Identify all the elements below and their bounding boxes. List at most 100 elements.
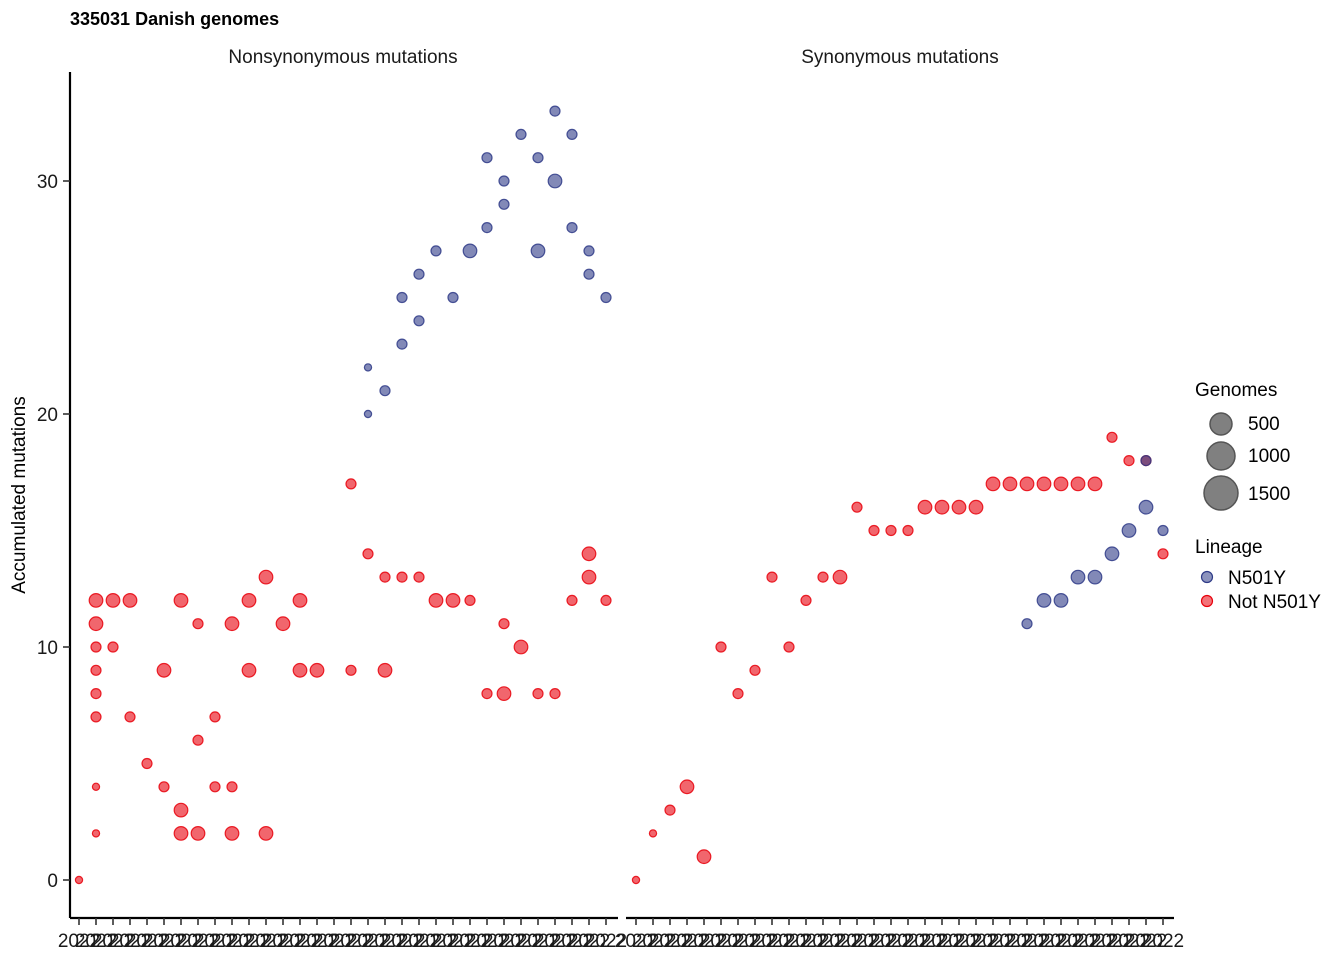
point-red-0-9 [90, 687, 102, 700]
legend-size-1500 [1203, 475, 1239, 511]
point-red-1-19 [951, 499, 967, 515]
point-blue-0-7 [430, 245, 442, 257]
point-blue-1-8 [1140, 455, 1152, 467]
point-blue-1-3 [1070, 569, 1086, 585]
point-blue-1-7 [1138, 499, 1154, 515]
point-red-0-28 [241, 593, 257, 608]
x-tick-label-1-19: 2022 [938, 931, 980, 952]
point-red-0-26 [224, 616, 240, 632]
point-red-0-47 [498, 618, 510, 630]
point-red-1-18 [934, 499, 950, 515]
point-blue-0-4 [396, 291, 408, 304]
y-axis: 0 10 20 30 [37, 172, 70, 892]
legend-size-500 [1209, 412, 1233, 436]
point-red-0-14 [158, 781, 170, 793]
point-red-0-13 [141, 757, 153, 770]
point-blue-0-12 [498, 198, 510, 210]
x-tick-label-1-21: 2022 [972, 931, 1014, 952]
point-red-1-14 [868, 524, 880, 537]
point-blue-0-8 [447, 291, 459, 304]
point-red-0-24 [224, 826, 240, 841]
point-red-0-35 [345, 664, 357, 676]
point-red-0-23 [209, 711, 221, 723]
point-red-0-45 [481, 687, 493, 700]
point-red-0-38 [377, 662, 393, 678]
point-blue-0-20 [566, 222, 578, 234]
x-tick-label-1-29: 2022 [1108, 931, 1150, 952]
x-tick-label-0-3: 2022 [109, 931, 151, 952]
panel-synonymous [631, 431, 1169, 885]
x-tick-label-0-12: 2022 [262, 931, 304, 952]
x-tick-label-1-27: 2022 [1074, 931, 1116, 952]
x-tick-label-1-18: 2022 [921, 931, 963, 952]
point-red-1-5 [715, 641, 727, 653]
point-red-0-44 [464, 594, 476, 607]
x-tick-label-0-14: 2022 [296, 931, 338, 952]
x-axis-left: 2022202220222022202220222022202220222022… [58, 918, 627, 952]
x-tick-label-0-7: 2022 [177, 931, 219, 952]
x-tick-label-1-24: 2022 [1023, 931, 1065, 952]
point-red-0-19 [190, 826, 206, 841]
point-red-1-13 [851, 501, 863, 513]
x-tick-label-1-10: 2022 [785, 931, 827, 952]
x-tick-label-1-6: 2022 [717, 931, 759, 952]
x-tick-label-0-22: 2022 [432, 931, 474, 952]
point-red-1-2 [664, 804, 676, 816]
point-red-0-18 [173, 593, 189, 608]
x-tick-label-0-31: 2022 [585, 931, 627, 952]
point-red-1-1 [648, 829, 658, 838]
point-blue-0-3 [396, 338, 408, 350]
point-red-1-9 [783, 641, 795, 653]
x-tick-label-0-13: 2022 [279, 931, 321, 952]
point-red-0-40 [396, 571, 408, 583]
x-tick-label-1-5: 2022 [700, 931, 742, 952]
point-red-1-17 [917, 499, 933, 515]
point-red-1-4 [696, 849, 712, 865]
x-tick-label-1-11: 2022 [802, 931, 844, 952]
point-blue-1-9 [1157, 524, 1169, 537]
x-tick-label-1-26: 2022 [1057, 931, 1099, 952]
x-tick-label-1-23: 2022 [1006, 931, 1048, 952]
point-red-0-43 [445, 593, 461, 608]
point-blue-0-18 [547, 173, 563, 189]
point-red-0-4 [90, 641, 102, 653]
point-red-0-42 [428, 593, 444, 608]
point-blue-1-1 [1036, 593, 1052, 608]
point-blue-0-16 [532, 152, 544, 164]
x-tick-label-0-10: 2022 [228, 931, 270, 952]
point-blue-1-6 [1121, 523, 1137, 538]
point-red-0-37 [362, 548, 374, 560]
panel-nonsynonymous [74, 105, 612, 885]
x-tick-label-0-11: 2022 [245, 931, 287, 952]
point-red-0-48 [513, 639, 529, 655]
point-red-0-36 [345, 478, 357, 490]
point-red-0-32 [292, 662, 308, 678]
x-tick-label-0-6: 2022 [160, 931, 202, 952]
y-tick-label-20: 20 [37, 405, 58, 426]
legend-title-lineage: Lineage [1195, 537, 1263, 558]
point-red-1-20 [968, 499, 984, 515]
point-blue-0-1 [363, 409, 373, 419]
point-red-1-28 [1106, 431, 1118, 443]
x-tick-label-1-3: 2022 [666, 931, 708, 952]
point-red-1-7 [749, 664, 761, 676]
point-blue-1-0 [1021, 618, 1033, 630]
point-blue-0-17 [549, 105, 561, 117]
point-red-0-53 [581, 546, 597, 562]
point-blue-0-14 [515, 128, 527, 140]
chart-title: 335031 Danish genomes [70, 9, 279, 29]
point-red-0-22 [209, 781, 221, 793]
point-red-0-25 [226, 781, 238, 793]
point-red-0-15 [156, 662, 172, 678]
x-tick-label-1-28: 2022 [1091, 931, 1133, 952]
point-blue-0-9 [462, 243, 478, 259]
point-red-0-12 [122, 593, 138, 608]
legend-label-not-n501y: Not N501Y [1228, 592, 1321, 613]
point-red-1-31 [1157, 548, 1169, 560]
x-tick-label-0-23: 2022 [449, 931, 491, 952]
legend-title-genomes: Genomes [1195, 380, 1277, 401]
x-tick-label-1-14: 2022 [853, 931, 895, 952]
x-tick-label-0-17: 2022 [347, 931, 389, 952]
point-red-0-51 [566, 594, 578, 607]
